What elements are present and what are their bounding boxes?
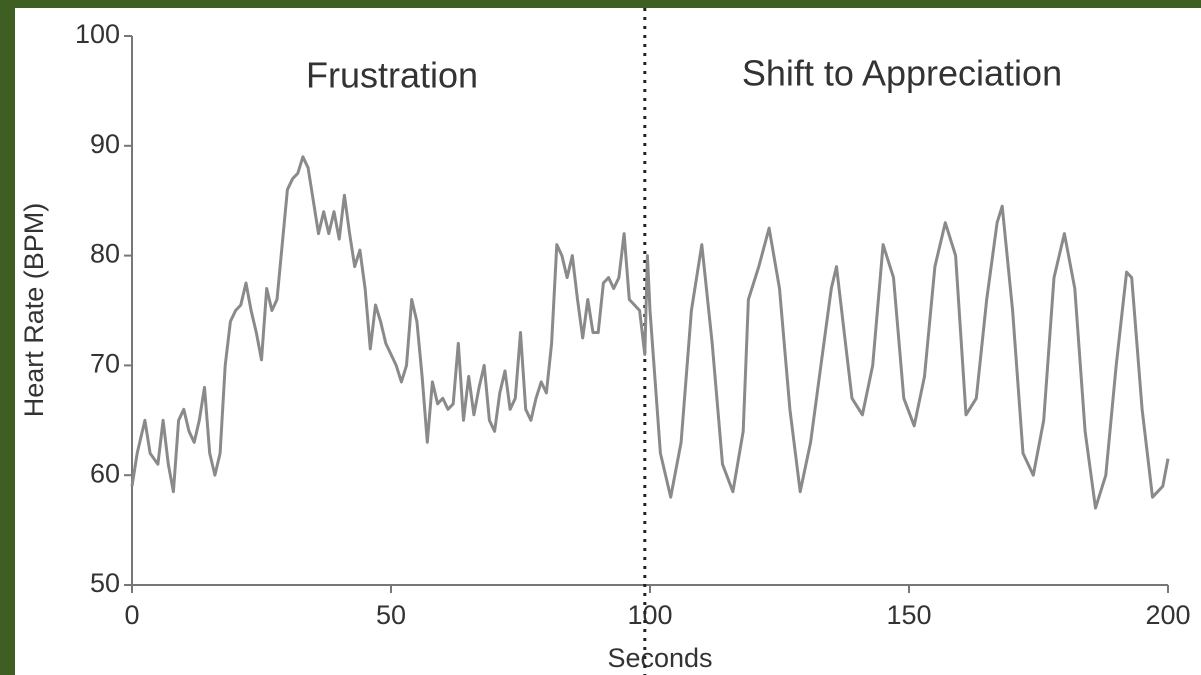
- y-tick-label: 80: [90, 239, 120, 269]
- x-tick-label: 150: [886, 600, 931, 630]
- line-series: [130, 155, 1170, 510]
- x-tick-label: 200: [1145, 600, 1190, 630]
- y-tick-label: 50: [90, 568, 120, 598]
- y-tick-label: 70: [90, 349, 120, 379]
- chart-panel: [15, 8, 1201, 675]
- y-tick-label: 60: [90, 458, 120, 488]
- x-tick-label: 100: [627, 600, 672, 630]
- annotation: Shift to Appreciation: [742, 53, 1062, 94]
- y-axis-label: Heart Rate (BPM): [19, 203, 49, 418]
- y-tick-label: 100: [75, 19, 120, 49]
- x-tick-label: 0: [124, 600, 139, 630]
- y-tick-label: 90: [90, 129, 120, 159]
- x-tick-label: 50: [376, 600, 406, 630]
- annotation: Frustration: [306, 55, 478, 96]
- x-axis-label: Seconds: [607, 643, 712, 673]
